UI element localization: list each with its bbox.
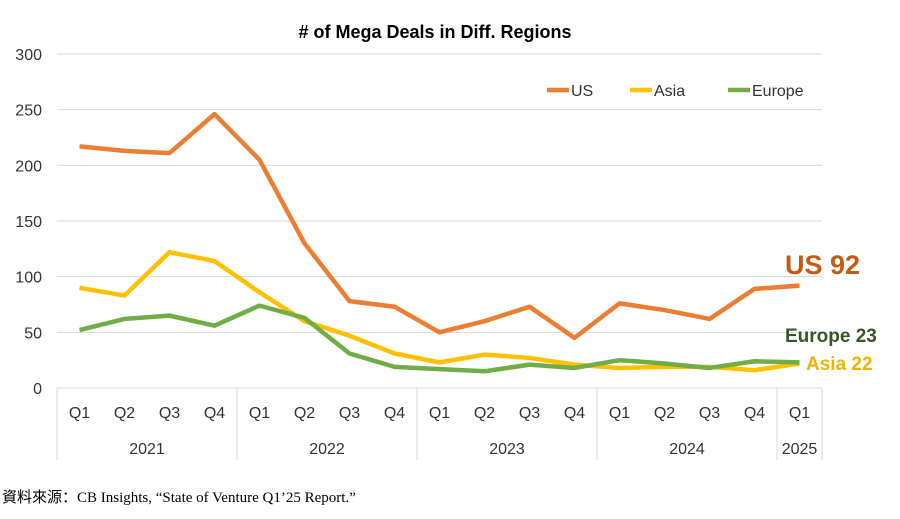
x-tick-label: Q4 bbox=[744, 405, 765, 422]
x-tick-label: Q4 bbox=[384, 405, 405, 422]
year-label: 2025 bbox=[782, 441, 818, 458]
series-line-us bbox=[79, 111, 800, 341]
x-tick-label: Q3 bbox=[339, 405, 360, 422]
legend-label: US bbox=[571, 83, 593, 100]
mega-deals-line-chart: # of Mega Deals in Diff. Regions 0 50 100 1… bbox=[15, 22, 877, 460]
source-note: 資料來源：CB Insights, “State of Venture Q1’2… bbox=[2, 490, 356, 506]
y-tick-label: 100 bbox=[15, 270, 42, 287]
legend-label: Asia bbox=[654, 83, 685, 100]
x-tick-label: Q2 bbox=[474, 405, 495, 422]
x-tick-label: Q2 bbox=[654, 405, 675, 422]
series-line-asia bbox=[79, 249, 800, 373]
year-label: 2022 bbox=[309, 441, 345, 458]
y-tick-label: 0 bbox=[33, 381, 42, 398]
y-tick-label: 150 bbox=[15, 214, 42, 231]
x-tick-label: Q1 bbox=[789, 405, 810, 422]
x-tick-label: Q1 bbox=[429, 405, 450, 422]
year-label: 2023 bbox=[489, 441, 525, 458]
y-tick-label: 250 bbox=[15, 103, 42, 120]
y-tick-label: 200 bbox=[15, 158, 42, 175]
legend-label: Europe bbox=[752, 83, 804, 100]
year-label: 2024 bbox=[669, 441, 705, 458]
y-tick-label: 300 bbox=[15, 47, 42, 64]
x-tick-label: Q2 bbox=[294, 405, 315, 422]
year-label: 2021 bbox=[129, 441, 165, 458]
x-tick-label: Q1 bbox=[69, 405, 90, 422]
x-tick-label: Q1 bbox=[609, 405, 630, 422]
end-label-asia: Asia 22 bbox=[806, 354, 873, 375]
x-tick-label: Q3 bbox=[699, 405, 720, 422]
x-tick-label: Q3 bbox=[159, 405, 180, 422]
y-tick-label: 50 bbox=[24, 325, 42, 342]
x-tick-label: Q3 bbox=[519, 405, 540, 422]
end-label-us: US 92 bbox=[785, 250, 860, 280]
x-tick-label: Q4 bbox=[204, 405, 225, 422]
end-label-europe: Europe 23 bbox=[785, 326, 877, 347]
x-tick-label: Q2 bbox=[114, 405, 135, 422]
chart-title: # of Mega Deals in Diff. Regions bbox=[298, 22, 571, 42]
x-tick-label: Q4 bbox=[564, 405, 585, 422]
x-tick-label: Q1 bbox=[249, 405, 270, 422]
